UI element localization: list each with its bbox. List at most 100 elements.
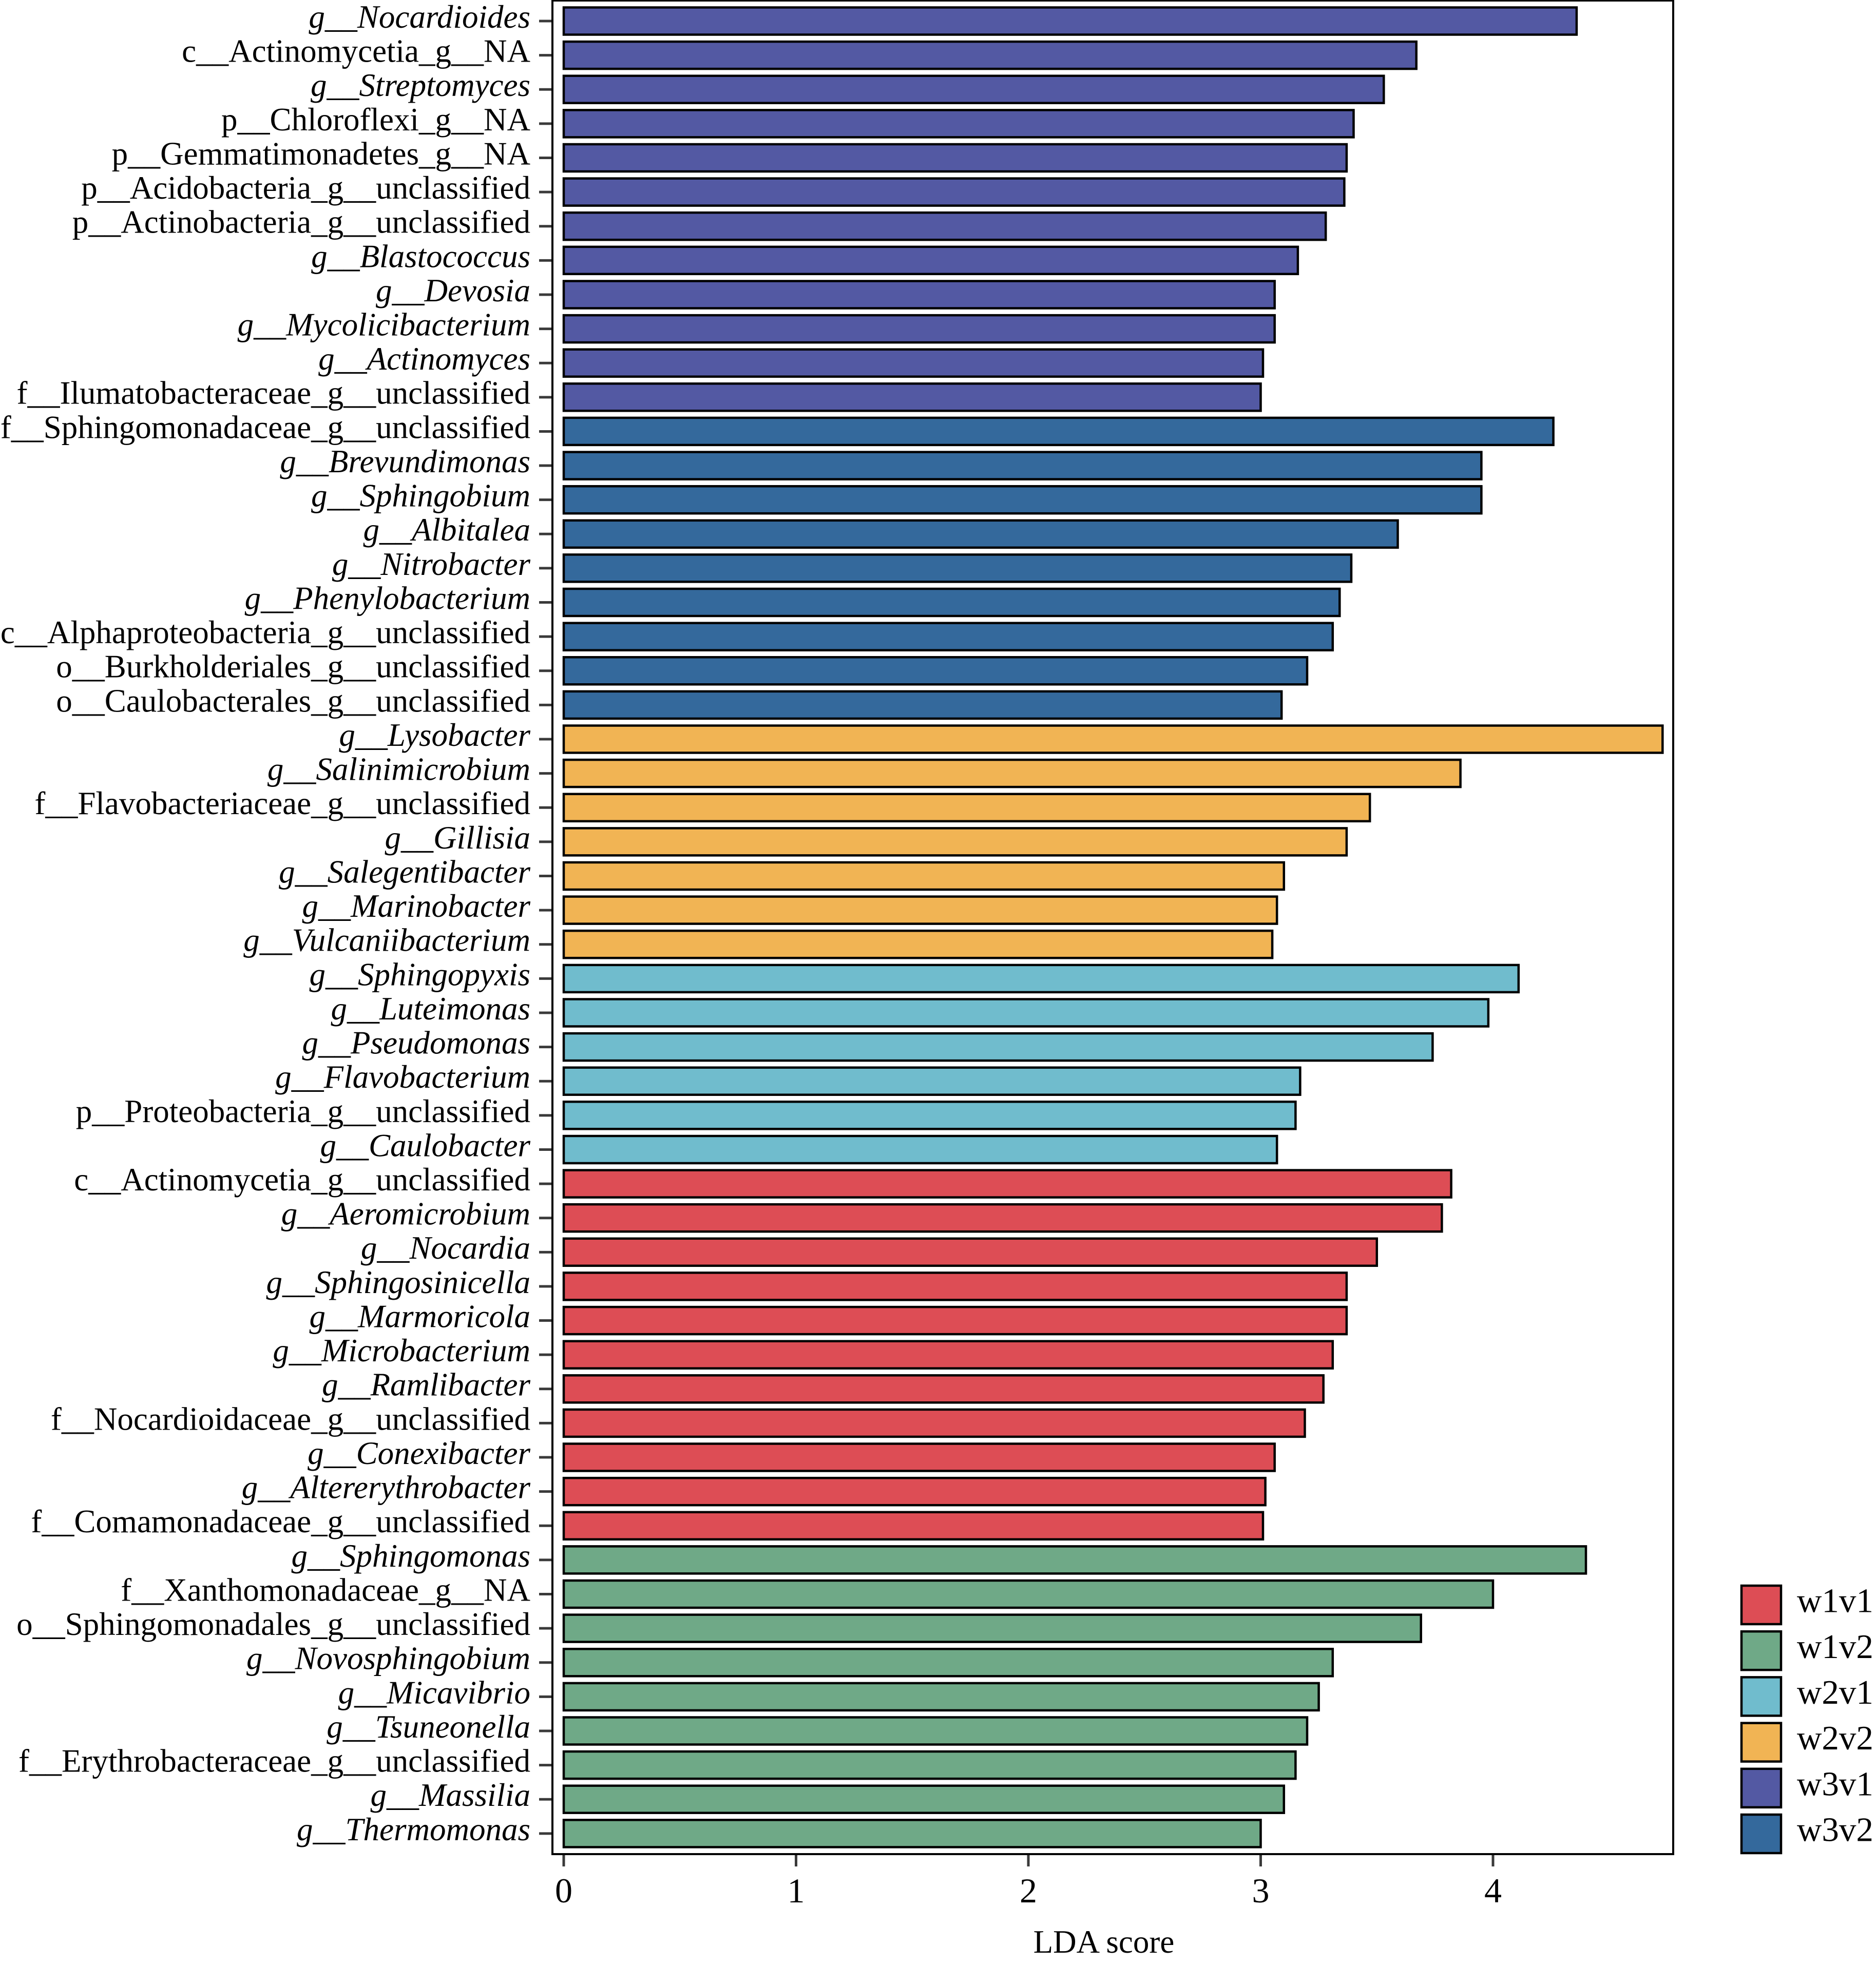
bar — [562, 40, 1418, 70]
bar — [562, 998, 1490, 1028]
y-axis-label: g__Tsuneonella — [327, 1709, 530, 1745]
y-axis-label: g__Altererythrobacter — [242, 1470, 531, 1506]
y-axis-label: p__Gemmatimonadetes_g__NA — [112, 136, 531, 171]
bar — [562, 1101, 1297, 1130]
y-axis-label: g__Sphingobium — [311, 478, 530, 514]
y-axis-label: p__Chloroflexi_g__NA — [221, 102, 530, 138]
bar — [562, 451, 1483, 480]
bar — [562, 1066, 1301, 1096]
y-axis-label: g__Flavobacterium — [275, 1059, 530, 1095]
bar — [562, 1408, 1306, 1438]
bar — [562, 1784, 1286, 1814]
legend-label-w2v1: w2v1 — [1797, 1673, 1873, 1711]
bar — [562, 929, 1274, 959]
bar — [562, 1545, 1587, 1575]
y-axis-label: f__Ilumatobacteraceae_g__unclassified — [16, 375, 530, 411]
legend-swatch-w3v2 — [1740, 1813, 1783, 1855]
bar — [562, 1203, 1443, 1233]
y-axis-label: f__Nocardioidaceae_g__unclassified — [51, 1401, 530, 1437]
y-axis-label: g__Actinomyces — [318, 341, 530, 377]
bar — [562, 1716, 1309, 1746]
y-axis-label: g__Micavibrio — [338, 1674, 530, 1710]
y-axis-label: g__Novosphingobium — [246, 1641, 530, 1677]
bar — [562, 1511, 1265, 1541]
y-axis-label: g__Massilia — [370, 1777, 530, 1813]
bar — [562, 1476, 1267, 1507]
bar — [562, 964, 1520, 994]
y-axis-label: g__Conexibacter — [308, 1435, 530, 1471]
bar — [562, 1374, 1325, 1404]
y-axis-label: g__Devosia — [376, 273, 530, 309]
y-axis-label: g__Aeromicrobium — [281, 1196, 530, 1232]
legend-swatch-w2v1 — [1740, 1676, 1783, 1717]
x-axis-tick-label: 0 — [555, 1871, 572, 1910]
bar — [562, 1613, 1422, 1643]
bar — [562, 348, 1265, 378]
legend-swatch-w2v2 — [1740, 1722, 1783, 1763]
y-axis-label: g__Nitrobacter — [332, 546, 531, 582]
y-axis-label: g__Marmoricola — [310, 1299, 530, 1335]
bar — [562, 1682, 1320, 1712]
y-axis-label: c__Actinomycetia_g__unclassified — [74, 1162, 530, 1198]
bar — [562, 1648, 1334, 1678]
y-axis-label: c__Actinomycetia_g__NA — [182, 33, 530, 69]
bar — [562, 519, 1399, 549]
bar — [562, 416, 1555, 447]
y-axis-label: g__Microbacterium — [273, 1333, 530, 1369]
bar — [562, 1819, 1262, 1848]
bar — [562, 109, 1355, 139]
y-axis-label: f__Comamonadaceae_g__unclassified — [31, 1504, 530, 1539]
x-axis-tick-label: 4 — [1484, 1871, 1502, 1910]
x-axis-tick-labels: 0 1 2 3 4 — [555, 1871, 1502, 1910]
legend-swatch-w3v1 — [1740, 1767, 1783, 1809]
y-axis-label: g__Caulobacter — [320, 1127, 531, 1163]
bar — [562, 793, 1371, 823]
bar — [562, 143, 1348, 173]
bar — [562, 1032, 1434, 1062]
y-axis-label: f__Xanthomonadaceae_g__NA — [121, 1572, 530, 1608]
bar — [562, 314, 1276, 344]
x-axis-title: LDA score — [1033, 1924, 1175, 1960]
bar — [562, 6, 1578, 36]
bar — [562, 861, 1286, 891]
y-axis-label: g__Lysobacter — [339, 717, 530, 753]
y-axis-label: g__Pseudomonas — [302, 1025, 530, 1061]
bar — [562, 1272, 1348, 1301]
y-axis-label: g__Mycolicibacterium — [238, 307, 530, 343]
y-axis-label: g__Nocardia — [361, 1230, 530, 1266]
x-axis-tick-label: 1 — [788, 1871, 805, 1910]
y-axis-label: o__Sphingomonadales_g__unclassified — [16, 1606, 530, 1642]
y-axis-label: p__Proteobacteria_g__unclassified — [76, 1093, 530, 1129]
y-axis-label: g__Albitalea — [363, 512, 530, 548]
y-axis-label: g__Luteimonas — [331, 991, 530, 1027]
y-axis-label: g__Sphingopyxis — [310, 956, 530, 992]
bar — [562, 280, 1276, 310]
bar — [562, 1237, 1379, 1267]
y-axis-label: o__Burkholderiales_g__unclassified — [56, 649, 530, 685]
plot-frame — [551, 0, 1674, 1855]
y-axis-label: c__Alphaproteobacteria_g__unclassified — [1, 614, 530, 650]
y-axis-label: f__Sphingomonadaceae_g__unclassified — [1, 409, 530, 445]
legend: w1v1 w1v2 w2v1 w2v2 w3v1 w3v2 — [1740, 1582, 1873, 1855]
y-axis-label: g__Blastococcus — [311, 238, 530, 274]
bar — [562, 485, 1483, 515]
y-axis-label: o__Caulobacterales_g__unclassified — [56, 683, 530, 719]
bar — [562, 1340, 1334, 1370]
y-axis-label: g__Streptomyces — [311, 67, 530, 103]
bar — [562, 1305, 1348, 1336]
bar — [562, 1750, 1297, 1780]
legend-label-w3v2: w3v2 — [1797, 1811, 1873, 1849]
y-axis-ticks — [539, 20, 552, 1835]
bar — [562, 177, 1346, 207]
bar — [562, 758, 1462, 788]
bar — [562, 895, 1278, 925]
bar — [562, 553, 1353, 583]
bar — [562, 245, 1299, 276]
y-axis-labels: g__Nocardioidesc__Actinomycetia_g__NAg__… — [1, 0, 531, 1847]
y-axis-label: g__Phenylobacterium — [245, 581, 530, 617]
bar — [562, 1169, 1452, 1199]
y-axis-label: g__Thermomonas — [297, 1812, 530, 1847]
y-axis-label: g__Sphingosinicella — [266, 1264, 530, 1300]
legend-label-w2v2: w2v2 — [1797, 1719, 1873, 1757]
y-axis-label: g__Ramlibacter — [322, 1367, 530, 1403]
